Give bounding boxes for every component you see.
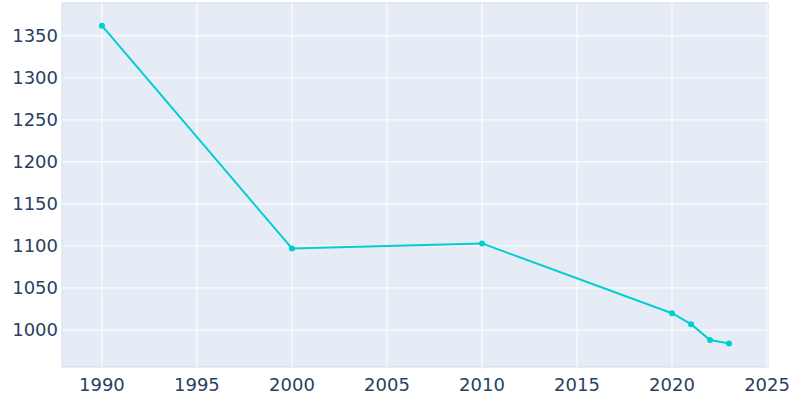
plot-area — [62, 3, 768, 367]
y-grid-line — [62, 35, 768, 36]
x-tick-label: 2010 — [459, 374, 505, 395]
x-tick-label: 2015 — [554, 374, 600, 395]
series-group — [99, 23, 732, 347]
data-point — [688, 321, 694, 327]
y-tick-label: 1100 — [12, 235, 58, 256]
y-tick-label: 1250 — [12, 109, 58, 130]
y-tick-label: 1300 — [12, 67, 58, 88]
x-tick-label: 2020 — [649, 374, 695, 395]
x-tick-label: 2005 — [364, 374, 410, 395]
x-tick-label: 1995 — [174, 374, 220, 395]
data-point — [669, 310, 675, 316]
y-tick-label: 1200 — [12, 151, 58, 172]
y-tick-label: 1000 — [12, 319, 58, 340]
y-tick-label: 1350 — [12, 25, 58, 46]
x-tick-label: 1990 — [79, 374, 125, 395]
y-grid-line — [62, 119, 768, 120]
data-point — [99, 23, 105, 29]
data-point — [289, 245, 295, 251]
y-tick-label: 1150 — [12, 193, 58, 214]
data-point — [479, 240, 485, 246]
y-grid-line — [62, 287, 768, 288]
y-grid-line — [62, 77, 768, 78]
x-tick-label: 2000 — [269, 374, 315, 395]
x-grid-line — [196, 3, 197, 367]
x-grid-line — [481, 3, 482, 367]
x-grid-line — [291, 3, 292, 367]
chart-svg: 1990 1995 2000 2005 2010 2015 2020 2025 1000 1050… — [0, 0, 800, 400]
y-grid-line — [62, 330, 768, 331]
y-tick-label: 1050 — [12, 277, 58, 298]
x-grid-line — [386, 3, 387, 367]
x-grid-line — [101, 3, 102, 367]
chart-container: 1990 1995 2000 2005 2010 2015 2020 2025 1000 1050… — [0, 0, 800, 400]
x-grid-line — [577, 3, 578, 367]
data-point — [726, 340, 732, 346]
y-grid-line — [62, 161, 768, 162]
y-grid-line — [62, 203, 768, 204]
series-line — [102, 26, 729, 344]
x-grid-line — [767, 3, 768, 367]
data-point — [707, 337, 713, 343]
x-tick-label: 2025 — [744, 374, 790, 395]
